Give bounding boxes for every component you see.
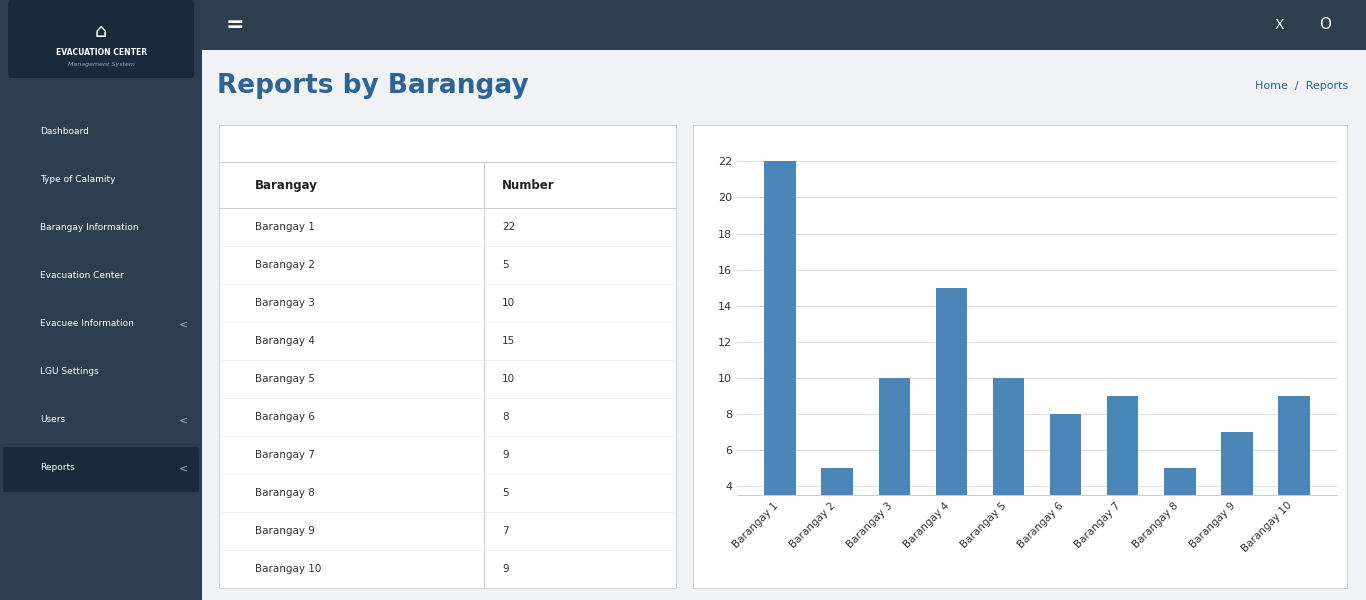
Text: 15: 15: [503, 336, 515, 346]
Text: Barangay 9: Barangay 9: [255, 526, 316, 536]
Text: Barangay 7: Barangay 7: [255, 450, 316, 460]
Text: =: =: [225, 15, 245, 35]
Text: Reports: Reports: [41, 463, 75, 473]
Text: 5: 5: [503, 260, 510, 270]
Text: <: <: [179, 463, 189, 473]
Text: Barangay: Barangay: [255, 179, 318, 191]
Text: Barangay 5: Barangay 5: [255, 374, 316, 384]
Text: LGU Settings: LGU Settings: [41, 367, 100, 377]
Bar: [993, 378, 1024, 559]
Text: 9: 9: [503, 450, 510, 460]
Text: 7: 7: [503, 526, 510, 536]
Text: Evacuee Information: Evacuee Information: [41, 319, 134, 329]
Text: 10: 10: [503, 374, 515, 384]
Text: Barangay 3: Barangay 3: [255, 298, 316, 308]
Text: X: X: [1274, 18, 1284, 32]
Bar: [1221, 432, 1253, 559]
Text: 9: 9: [503, 564, 510, 574]
FancyBboxPatch shape: [3, 447, 199, 492]
Text: Users: Users: [41, 415, 66, 425]
Bar: [1106, 396, 1138, 559]
FancyBboxPatch shape: [8, 0, 194, 78]
Text: O: O: [1320, 17, 1330, 32]
Text: ⌂: ⌂: [94, 22, 108, 41]
Text: EVACUATION CENTER: EVACUATION CENTER: [56, 48, 146, 57]
Text: Barangay 8: Barangay 8: [255, 488, 316, 498]
Bar: [765, 161, 796, 559]
Text: Home  /  Reports: Home / Reports: [1255, 81, 1348, 91]
Text: Barangay 2: Barangay 2: [255, 260, 316, 270]
Text: Dashboard: Dashboard: [41, 127, 89, 136]
Bar: [1164, 468, 1195, 559]
Text: <: <: [179, 319, 189, 329]
Bar: [1279, 396, 1310, 559]
Text: 10: 10: [503, 298, 515, 308]
Text: Barangay 1: Barangay 1: [255, 222, 316, 232]
Text: Barangay Information: Barangay Information: [41, 223, 139, 232]
Text: Management System: Management System: [67, 62, 135, 67]
Bar: [1050, 414, 1082, 559]
Text: 8: 8: [503, 412, 510, 422]
Text: Type of Calamity: Type of Calamity: [41, 175, 116, 185]
Text: Barangay 6: Barangay 6: [255, 412, 316, 422]
Text: Evacuation Center: Evacuation Center: [41, 271, 124, 280]
Text: Barangay 4: Barangay 4: [255, 336, 316, 346]
Bar: [936, 288, 967, 559]
Text: 5: 5: [503, 488, 510, 498]
Text: <: <: [179, 415, 189, 425]
Bar: [821, 468, 852, 559]
Text: Number: Number: [503, 179, 555, 191]
Text: 22: 22: [503, 222, 515, 232]
Bar: [878, 378, 910, 559]
Text: Reports by Barangay: Reports by Barangay: [217, 73, 529, 99]
Text: Barangay 10: Barangay 10: [255, 564, 321, 574]
